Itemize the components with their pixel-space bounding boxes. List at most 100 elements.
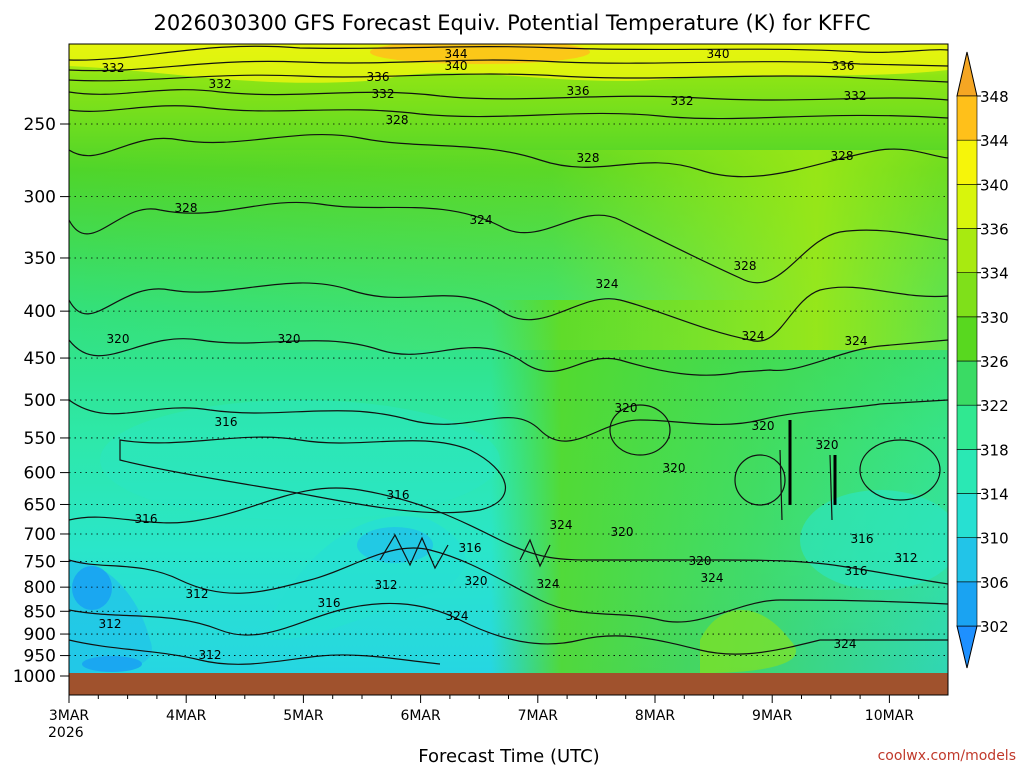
- contour-label: 312: [895, 551, 918, 565]
- y-tick-label: 900: [24, 625, 56, 645]
- y-tick-label: 750: [24, 552, 56, 572]
- contour-label: 336: [367, 70, 390, 84]
- y-tick-label: 850: [24, 602, 56, 622]
- colorbar-swatch: [956, 228, 978, 273]
- y-tick-label: 650: [24, 495, 56, 515]
- contour-label: 328: [831, 149, 854, 163]
- contour-label: 320: [689, 554, 712, 568]
- colorbar-label: 322: [980, 397, 1009, 415]
- contour-label: 332: [102, 61, 125, 75]
- contour-label: 320: [752, 419, 775, 433]
- colorbar-swatch: [956, 404, 978, 450]
- contour-label: 332: [844, 89, 867, 103]
- x-tick-label: 9MAR: [752, 708, 793, 724]
- contour-label: 316: [851, 532, 874, 546]
- colorbar-swatch: [956, 537, 978, 583]
- credit-text: coolwx.com/models: [878, 748, 1016, 764]
- y-tick-label: 950: [24, 647, 56, 667]
- field-bottom-left-core: [82, 656, 142, 672]
- contour-lines: [69, 45, 948, 665]
- contour-label: 320: [107, 332, 130, 346]
- contour-label: 324: [550, 518, 573, 532]
- ground-band: [69, 673, 948, 695]
- colorbar-swatch: [956, 272, 978, 318]
- y-axis: 250 300 350 400 450 500 550 600 650 700 750 800 850 9…: [13, 115, 69, 687]
- colorbar-swatch: [956, 316, 978, 362]
- colorbar-swatch: [956, 581, 978, 627]
- x-tick-label: 7MAR: [518, 708, 559, 724]
- colorbar-label: 326: [980, 353, 1009, 371]
- contour-label: 316: [318, 596, 341, 610]
- colorbar-swatch: [956, 95, 978, 141]
- contour-label: 328: [734, 259, 757, 273]
- colorbar-label: 334: [980, 265, 1009, 283]
- contour-label: 324: [596, 277, 619, 291]
- contour-label: 320: [615, 401, 638, 415]
- y-tick-label: 300: [24, 188, 56, 208]
- colorbar-extend-min: [956, 625, 978, 669]
- colorbar-swatch: [956, 139, 978, 185]
- contour-label: 328: [386, 113, 409, 127]
- colorbar-label: 344: [980, 132, 1009, 150]
- y-tick-label: 800: [24, 578, 56, 598]
- y-tick-label: 500: [24, 391, 56, 411]
- contour-label: 312: [375, 578, 398, 592]
- x-tick-label: 5MAR: [283, 708, 324, 724]
- field-top-orange: [370, 44, 590, 64]
- x-tick-label: 4MAR: [166, 708, 207, 724]
- colorbar-swatch: [956, 449, 978, 494]
- field-upper-warm: [69, 150, 948, 350]
- contour-label: 316: [387, 488, 410, 502]
- x-tick-label: 3MAR: [49, 708, 90, 724]
- y-tick-label: 600: [24, 464, 56, 484]
- y-tick-label: 450: [24, 349, 56, 369]
- colorbar-extend-max: [956, 51, 978, 97]
- contour-label: 332: [209, 77, 232, 91]
- contour-label: 340: [445, 59, 468, 73]
- colorbar-label: 348: [980, 88, 1009, 106]
- colorbar-label: 336: [980, 221, 1009, 239]
- field-ridge-warm: [700, 610, 796, 673]
- y-tick-label: 550: [24, 429, 56, 449]
- y-tick-label: 250: [24, 115, 56, 135]
- x-tick-label: 8MAR: [635, 708, 676, 724]
- contour-label: 324: [470, 213, 493, 227]
- colorbar-label: 330: [980, 309, 1009, 327]
- contour-label: 312: [99, 617, 122, 631]
- contour-label: 336: [567, 84, 590, 98]
- x-year-label: 2026: [48, 725, 84, 741]
- field-right-cool: [800, 490, 948, 590]
- contour-label: 324: [446, 609, 469, 623]
- colorbar-label: 310: [980, 530, 1009, 548]
- colorbar-swatch: [956, 493, 978, 538]
- x-axis: 3MAR 4MAR 5MAR 6MAR 7MAR 8MAR 9MAR 10MAR: [49, 695, 920, 724]
- contour-label: 332: [671, 94, 694, 108]
- field-lower-left-core: [72, 566, 112, 610]
- colorbar-label: 306: [980, 574, 1009, 592]
- y-tick-label: 350: [24, 249, 56, 269]
- colorbar: 302 306 310 314 318 322 326 330 334 336 340 344 348: [956, 51, 1009, 669]
- colorbar-label: 340: [980, 176, 1009, 194]
- contour-label: 332: [372, 87, 395, 101]
- contour-label: 312: [199, 648, 222, 662]
- contour-label: 320: [465, 574, 488, 588]
- colorbar-swatch: [956, 184, 978, 229]
- field-warm-side: [69, 300, 948, 673]
- field-mid-cool: [100, 400, 500, 520]
- contour-label: 328: [175, 201, 198, 215]
- field-cold-core: [357, 527, 433, 563]
- contour-label: 324: [701, 571, 724, 585]
- colorbar-label: 318: [980, 441, 1009, 459]
- contour-label: 320: [816, 438, 839, 452]
- contour-label: 316: [135, 512, 158, 526]
- y-tick-label: 1000: [13, 667, 56, 687]
- contour-label: 328: [577, 151, 600, 165]
- colorbar-label: 302: [980, 618, 1009, 636]
- contour-label: 324: [537, 577, 560, 591]
- chart-title: 2026030300 GFS Forecast Equiv. Potential…: [153, 11, 870, 35]
- contour-label: 312: [186, 587, 209, 601]
- contour-label: 324: [845, 334, 868, 348]
- y-tick-label: 400: [24, 302, 56, 322]
- contour-label: 320: [663, 461, 686, 475]
